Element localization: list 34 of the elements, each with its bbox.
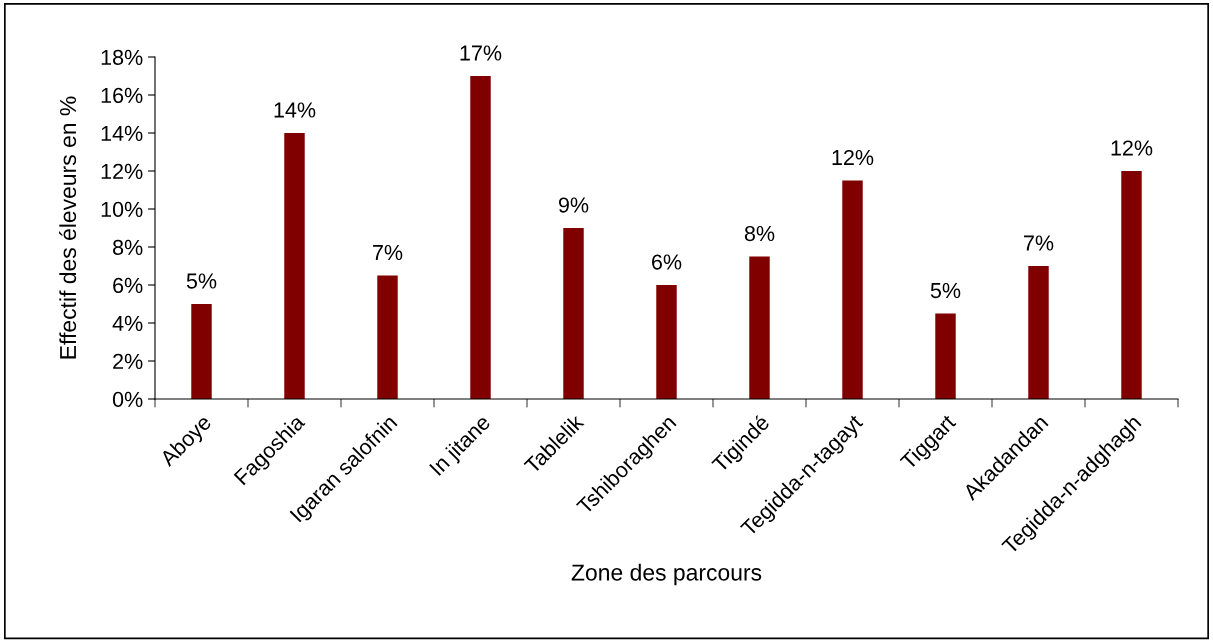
data-label: 7%	[373, 244, 403, 261]
bar	[1028, 266, 1049, 399]
bar	[563, 228, 584, 399]
data-label: 12%	[1111, 140, 1153, 156]
bar	[284, 133, 305, 399]
data-label: 8%	[744, 225, 775, 242]
y-tick-label: 0%	[112, 391, 143, 408]
bar	[191, 304, 212, 399]
data-label: 7%	[1024, 235, 1054, 251]
bar	[1121, 171, 1142, 399]
bar	[842, 180, 863, 399]
y-tick-label: 8%	[113, 239, 143, 256]
data-label: 5%	[930, 282, 961, 299]
data-label: 12%	[832, 149, 874, 166]
bar	[656, 285, 677, 399]
data-label: 17%	[460, 45, 502, 61]
y-tick-label: 10%	[101, 201, 143, 218]
y-tick-label: 18%	[101, 49, 143, 66]
y-tick-label: 12%	[101, 163, 143, 179]
y-tick-label: 16%	[101, 87, 143, 104]
data-label: 9%	[558, 197, 589, 213]
y-axis-title: Effectif des éleveurs en %	[59, 96, 77, 359]
data-label: 14%	[274, 102, 316, 118]
y-tick-label: 14%	[101, 125, 143, 141]
y-tick-label: 6%	[113, 277, 143, 294]
data-label: 6%	[652, 254, 682, 270]
bar	[377, 275, 398, 399]
bar	[470, 76, 491, 399]
y-tick-label: 2%	[113, 353, 143, 369]
x-axis-title: Zone des parcours	[571, 563, 762, 586]
data-label: 5%	[186, 273, 217, 289]
y-tick-label: 4%	[112, 315, 143, 331]
bar	[749, 256, 770, 399]
bar	[935, 313, 956, 399]
